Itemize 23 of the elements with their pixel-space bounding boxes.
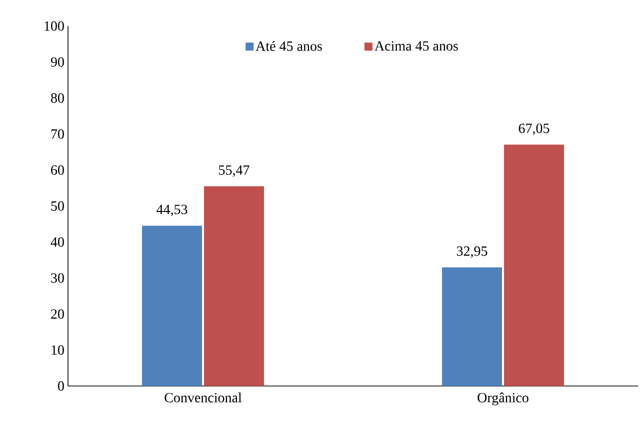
y-tick-label: 90: [50, 57, 64, 67]
bar: [442, 267, 502, 386]
y-tick-label: 10: [52, 345, 64, 355]
y-tick-label: 50: [51, 201, 64, 211]
y-tick-label: 80: [51, 93, 64, 103]
x-tick-label: Orgânico: [478, 392, 528, 406]
bar: [504, 144, 564, 386]
data-label: 44,53: [156, 204, 188, 216]
y-tick-label: 20: [51, 309, 64, 319]
legend-label: Até 45 anos: [256, 40, 322, 51]
y-tick-label: 60: [51, 165, 64, 175]
data-label: 55,47: [219, 165, 250, 177]
x-tick-label: Convencional: [164, 392, 242, 402]
y-tick-label: 70: [51, 129, 64, 139]
y-tick-label: 0: [58, 381, 64, 391]
y-tick-label: 30: [51, 273, 64, 283]
y-tick-label: 40: [50, 237, 64, 247]
y-tick-label: 100: [44, 21, 64, 31]
data-label: 67,05: [518, 124, 550, 136]
bar: [142, 226, 202, 386]
legend-label: Acima 45 anos: [374, 41, 458, 51]
data-label: 32,95: [456, 246, 488, 258]
bar: [204, 186, 264, 386]
